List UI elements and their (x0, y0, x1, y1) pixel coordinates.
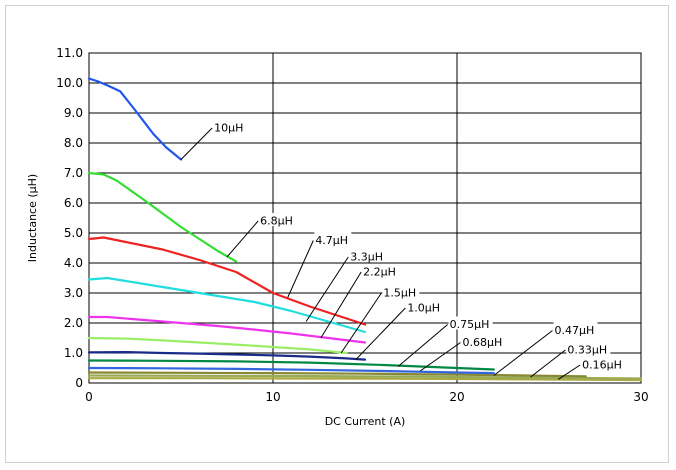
series-label: 1.5µH (383, 287, 416, 300)
y-tick-label: 11.0 (56, 46, 83, 60)
y-tick-label: 8.0 (64, 136, 83, 150)
series-line-0.68µH (87, 366, 495, 375)
label-leader-line (180, 127, 213, 160)
x-tick-label: 30 (633, 390, 648, 404)
label-leader-line (419, 342, 461, 372)
series-line-0.47µH (87, 371, 587, 378)
series-line-10µH (87, 77, 183, 161)
label-background (314, 232, 352, 246)
y-tick-label: 1.0 (64, 346, 83, 360)
series-label: 0.68µH (463, 336, 503, 349)
series-label: 0.16µH (582, 359, 622, 372)
series-label: 6.8µH (260, 215, 293, 228)
series-line-3.3µH (87, 276, 367, 334)
series-line-0.16µH (87, 377, 643, 382)
y-tick-label: 5.0 (64, 226, 83, 240)
y-tick-label: 0 (75, 376, 83, 390)
series-label: 10µH (214, 122, 243, 135)
series-line-0.33µH (87, 374, 643, 380)
label-leader-line (355, 307, 406, 360)
y-tick-label: 4.0 (64, 256, 83, 270)
series-label: 0.75µH (450, 318, 490, 331)
label-background (213, 120, 244, 133)
x-tick-label: 0 (85, 390, 93, 404)
series-label: 1.0µH (407, 302, 440, 315)
x-tick-label: 20 (449, 390, 464, 404)
plot-area (88, 52, 642, 384)
label-leader-line (287, 240, 314, 298)
label-leader-line (340, 292, 382, 354)
label-background (461, 334, 506, 348)
x-axis-title: DC Current (A) (325, 415, 406, 428)
series-line-6.8µH (87, 171, 238, 263)
label-background (349, 249, 387, 262)
grid-lines (88, 52, 642, 384)
label-background (581, 357, 626, 370)
y-tick-label: 10.0 (56, 76, 83, 90)
label-background (362, 264, 400, 277)
label-leader-line (557, 364, 581, 380)
label-background (566, 342, 611, 355)
label-leader-line (226, 220, 259, 258)
label-leader-line (397, 324, 448, 367)
y-tick-label: 9.0 (64, 106, 83, 120)
label-leader-line (530, 349, 566, 378)
series-line-4.7µH (87, 236, 367, 326)
label-leader-line (493, 330, 553, 376)
label-background (259, 213, 297, 226)
series-line-0.75µH (87, 359, 495, 371)
y-tick-label: 3.0 (64, 286, 83, 300)
label-background (553, 322, 598, 336)
label-background (448, 316, 493, 330)
label-leader-line (320, 271, 362, 339)
series-label: 0.33µH (567, 344, 607, 357)
series-label: 4.7µH (315, 234, 348, 247)
series-label: 2.2µH (363, 266, 396, 279)
label-background (382, 285, 420, 298)
y-tick-label: 7.0 (64, 166, 83, 180)
series-lines (87, 77, 643, 382)
series-line-1.5µH (87, 336, 348, 355)
series-label: 3.3µH (350, 251, 383, 264)
series-line-1.0µH (87, 351, 367, 361)
tick-labels: 0 1.0 2.0 3.0 4.0 5.0 6.0 7.0 8.0 9.0 10.0 11.0 0 10 2… (56, 46, 648, 404)
x-tick-label: 10 (265, 390, 280, 404)
y-tick-label: 2.0 (64, 316, 83, 330)
y-axis-title: Inductance (µH) (26, 174, 39, 262)
label-leader-line (305, 256, 349, 322)
series-line-2.2µH (87, 315, 367, 344)
y-tick-label: 6.0 (64, 196, 83, 210)
label-background (406, 300, 444, 313)
series-label: 0.47µH (555, 324, 595, 337)
